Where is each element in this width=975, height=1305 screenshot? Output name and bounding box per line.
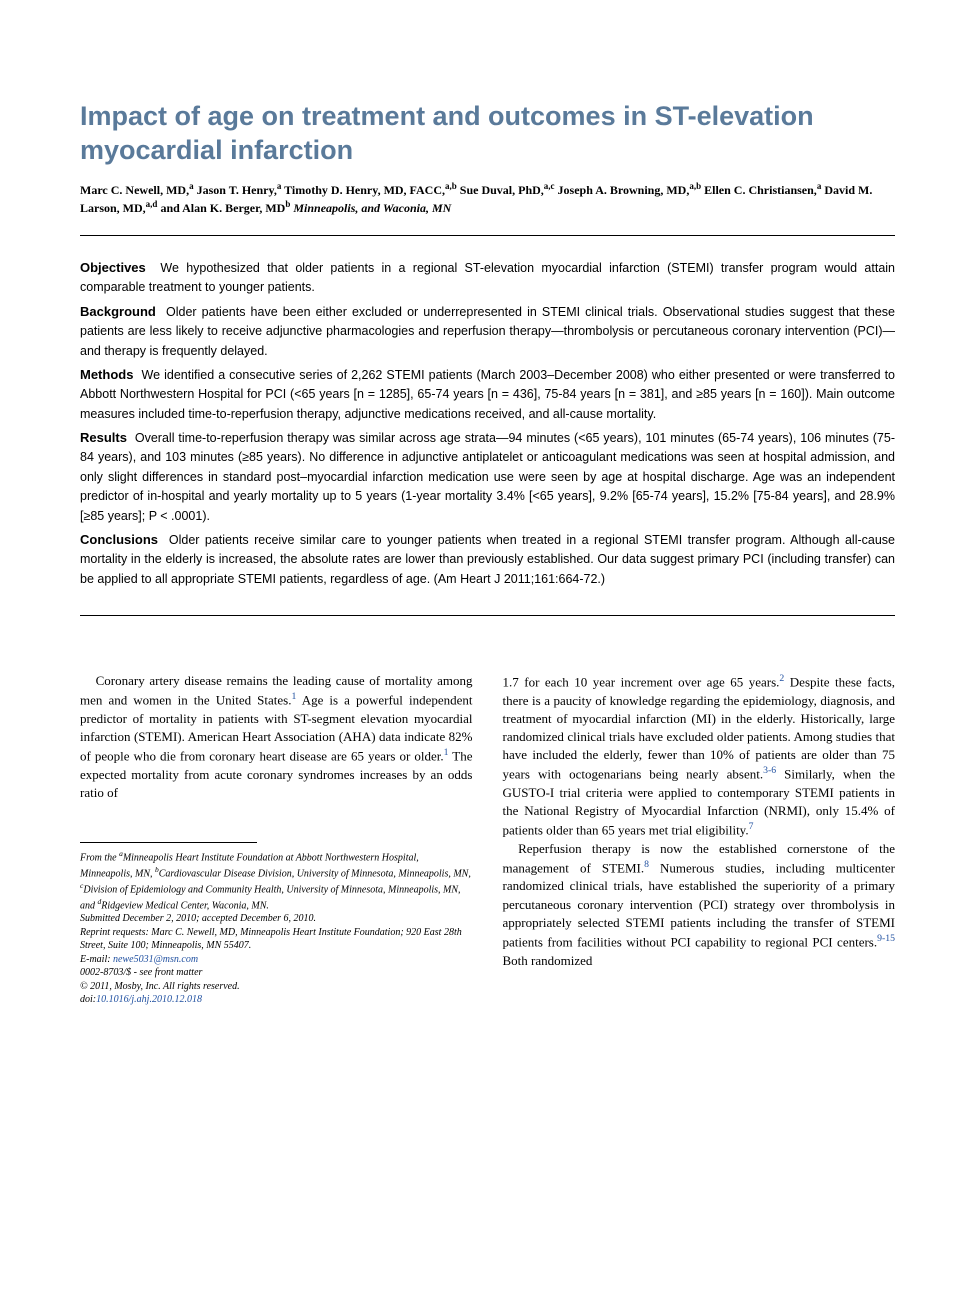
abstract-label-conclusions: Conclusions	[80, 532, 158, 547]
abstract-label-background: Background	[80, 304, 156, 319]
footnote-submitted: Submitted December 2, 2010; accepted Dec…	[80, 912, 473, 926]
divider-bottom	[80, 615, 895, 616]
article-title: Impact of age on treatment and outcomes …	[80, 100, 895, 168]
body-columns: Coronary artery disease remains the lead…	[80, 672, 895, 1007]
footnote-email-label: E-mail:	[80, 954, 111, 965]
abstract-results: Results Overall time-to-reperfusion ther…	[80, 428, 895, 526]
body-paragraph: Reperfusion therapy is now the establish…	[503, 840, 896, 970]
footnote-doi-line: doi:10.1016/j.ahj.2010.12.018	[80, 993, 473, 1007]
footnote-affiliations: From the aMinneapolis Heart Institute Fo…	[80, 849, 473, 912]
footnote-doi-label: doi:	[80, 994, 96, 1005]
abstract-label-methods: Methods	[80, 367, 133, 382]
footnote-doi-link[interactable]: 10.1016/j.ahj.2010.12.018	[96, 994, 202, 1005]
abstract-text-background: Older patients have been either excluded…	[80, 305, 895, 358]
abstract-text-objectives: We hypothesized that older patients in a…	[80, 261, 895, 294]
footnote-copyright: © 2011, Mosby, Inc. All rights reserved.	[80, 980, 473, 994]
abstract-conclusions: Conclusions Older patients receive simil…	[80, 530, 895, 589]
footnote-reprint: Reprint requests: Marc C. Newell, MD, Mi…	[80, 926, 473, 953]
abstract-background: Background Older patients have been eith…	[80, 302, 895, 361]
abstract-label-results: Results	[80, 430, 127, 445]
footnote-issn: 0002-8703/$ - see front matter	[80, 966, 473, 980]
abstract-label-objectives: Objectives	[80, 260, 146, 275]
footnote-email-line: E-mail: newe5031@msn.com	[80, 953, 473, 967]
abstract-section: Objectives We hypothesized that older pa…	[80, 236, 895, 615]
abstract-methods: Methods We identified a consecutive seri…	[80, 365, 895, 424]
footnote-divider	[80, 842, 257, 843]
body-column-left: Coronary artery disease remains the lead…	[80, 672, 473, 1007]
body-column-right: 1.7 for each 10 year increment over age …	[503, 672, 896, 1007]
body-paragraph: Coronary artery disease remains the lead…	[80, 672, 473, 802]
abstract-objectives: Objectives We hypothesized that older pa…	[80, 258, 895, 298]
footnote-email-link[interactable]: newe5031@msn.com	[113, 954, 198, 965]
footnotes-block: From the aMinneapolis Heart Institute Fo…	[80, 849, 473, 1007]
author-list: Marc C. Newell, MD,a Jason T. Henry,a Ti…	[80, 180, 895, 218]
body-paragraph: 1.7 for each 10 year increment over age …	[503, 672, 896, 840]
abstract-text-results: Overall time-to-reperfusion therapy was …	[80, 431, 895, 523]
abstract-text-conclusions: Older patients receive similar care to y…	[80, 533, 895, 586]
abstract-text-methods: We identified a consecutive series of 2,…	[80, 368, 895, 421]
